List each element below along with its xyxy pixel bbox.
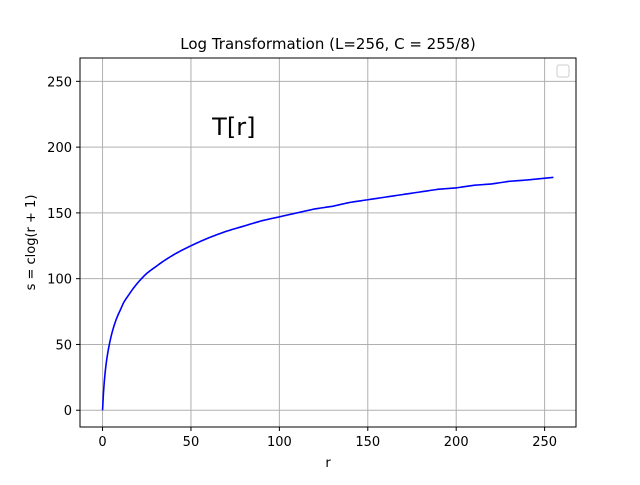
x-tick-label: 150 bbox=[355, 435, 380, 450]
series-layer bbox=[101, 176, 554, 411]
y-tick-label: 200 bbox=[47, 141, 72, 156]
plot-area-frame bbox=[79, 57, 577, 428]
y-tick-label: 0 bbox=[64, 404, 72, 419]
x-tick-label: 200 bbox=[444, 435, 469, 450]
chart-title: Log Transformation (L=256, C = 255/8) bbox=[180, 35, 475, 53]
x-tick-label: 250 bbox=[532, 435, 557, 450]
y-tick-label: 150 bbox=[47, 207, 72, 222]
legend-frame bbox=[556, 64, 570, 78]
curve-annotation: T[r] bbox=[211, 113, 255, 141]
series-line bbox=[101, 176, 554, 411]
x-tick-label: 100 bbox=[267, 435, 292, 450]
y-tick-label: 50 bbox=[55, 338, 72, 353]
x-tick-label: 50 bbox=[183, 435, 200, 450]
x-axis-label: r bbox=[325, 456, 331, 471]
y-axis-label: s = clog(r + 1) bbox=[24, 195, 39, 291]
legend bbox=[556, 64, 570, 78]
grid-lines bbox=[80, 58, 576, 427]
x-tick-label: 0 bbox=[98, 435, 106, 450]
y-tick-label: 250 bbox=[47, 75, 72, 90]
axis-ticks: 0 50 100 150 200 250 0 50 100 150 200 250 bbox=[47, 75, 557, 450]
y-tick-label: 100 bbox=[47, 273, 72, 288]
